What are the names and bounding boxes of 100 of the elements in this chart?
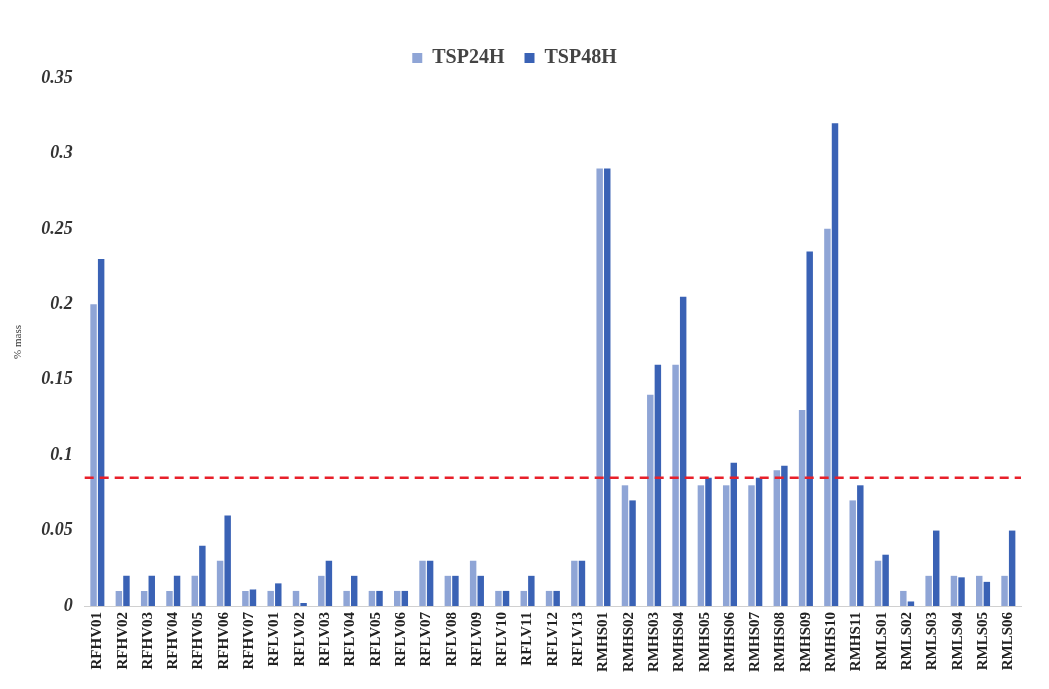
x-tick-label: RMHS06 xyxy=(720,611,737,672)
bar xyxy=(148,575,155,606)
bar xyxy=(350,575,358,606)
bar xyxy=(343,590,350,606)
bar xyxy=(781,465,788,606)
bar xyxy=(249,589,257,606)
x-tick-label: RFLV12 xyxy=(543,612,560,667)
x-tick-label: RFLV06 xyxy=(391,611,408,667)
bar xyxy=(806,251,813,606)
y-axis-title: % mass xyxy=(11,325,24,359)
x-tick-label: RMHS10 xyxy=(822,612,839,672)
bar xyxy=(318,575,325,606)
bar xyxy=(216,560,224,606)
x-tick-label: RFLV08 xyxy=(442,612,459,667)
bar xyxy=(679,296,687,606)
bar xyxy=(900,590,907,606)
x-tick-label: RMLS06 xyxy=(999,611,1016,671)
bar xyxy=(199,545,206,606)
bar xyxy=(444,575,452,606)
bar xyxy=(596,168,603,606)
bar xyxy=(925,575,932,606)
y-tick-label: 0.1 xyxy=(50,443,73,464)
bar xyxy=(368,590,376,606)
bar xyxy=(857,485,864,606)
bar xyxy=(520,590,527,606)
x-tick-label: RFHV03 xyxy=(138,612,155,670)
x-tick-label: RMHS05 xyxy=(695,612,712,672)
bar xyxy=(502,590,510,606)
bar xyxy=(958,577,965,606)
x-tick-label: RFHV04 xyxy=(164,611,181,670)
x-tick-label: RMHS04 xyxy=(670,611,687,672)
x-tick-label: RFLV03 xyxy=(315,612,332,667)
bar xyxy=(224,515,231,606)
x-tick-label: RMHS09 xyxy=(796,612,813,672)
bar xyxy=(849,500,856,606)
x-tick-label: RFLV11 xyxy=(518,612,535,666)
x-tick-label: RFLV02 xyxy=(290,612,307,667)
bar xyxy=(300,602,307,606)
bar xyxy=(697,485,705,606)
bar xyxy=(824,228,831,606)
bar xyxy=(242,590,249,606)
bar xyxy=(571,560,578,606)
y-tick-label: 0 xyxy=(63,594,73,615)
bar xyxy=(267,590,274,606)
bar xyxy=(933,530,940,606)
x-tick-label: RFHV02 xyxy=(113,612,130,670)
bar xyxy=(907,601,915,606)
bar xyxy=(495,590,502,606)
bar xyxy=(647,394,654,606)
bar xyxy=(553,590,560,606)
bar xyxy=(773,470,781,606)
x-tick-label: RMLS05 xyxy=(973,612,990,671)
bar xyxy=(672,364,679,606)
bar xyxy=(629,500,636,606)
y-tick-label: 0.3 xyxy=(50,142,73,163)
bar xyxy=(874,560,882,606)
x-tick-label: RMHS08 xyxy=(771,612,788,672)
bar xyxy=(705,477,712,606)
bar xyxy=(419,560,426,606)
bar xyxy=(376,590,383,606)
bar xyxy=(604,168,611,606)
bar xyxy=(90,304,97,606)
bar xyxy=(140,590,148,606)
x-tick-label: RMLS03 xyxy=(923,612,940,671)
x-tick-label: RFLV01 xyxy=(265,612,282,667)
bar xyxy=(325,560,333,606)
bar xyxy=(401,590,409,606)
bar xyxy=(578,560,586,606)
bar xyxy=(730,462,738,606)
x-tick-label: RMHS01 xyxy=(594,612,611,672)
bar xyxy=(426,560,434,606)
bar xyxy=(452,575,459,606)
bar xyxy=(292,590,300,606)
bar xyxy=(275,583,282,606)
x-tick-label: RFHV06 xyxy=(214,611,231,670)
bar xyxy=(621,485,629,606)
bar xyxy=(191,575,199,606)
x-tick-label: RMLS02 xyxy=(898,612,914,671)
bar xyxy=(831,123,839,606)
bar xyxy=(722,485,730,606)
bar xyxy=(123,575,130,606)
bar xyxy=(798,409,806,606)
x-tick-label: RFLV07 xyxy=(417,611,434,667)
x-tick-label: RFLV04 xyxy=(341,611,358,667)
bar xyxy=(950,575,958,606)
bar xyxy=(173,575,181,606)
bar xyxy=(469,560,477,606)
bar xyxy=(545,590,553,606)
x-tick-label: RFLV13 xyxy=(569,612,586,667)
x-tick-label: RMHS03 xyxy=(644,612,661,672)
bar xyxy=(166,590,173,606)
bar xyxy=(394,590,401,606)
x-tick-label: RMHS07 xyxy=(746,611,763,672)
bar xyxy=(882,554,889,606)
bar xyxy=(97,259,105,606)
bar xyxy=(748,485,755,606)
y-tick-label: 0.35 xyxy=(41,66,73,87)
bar xyxy=(1008,530,1016,606)
bar xyxy=(983,581,991,606)
legend-label: TSP24H xyxy=(432,45,505,68)
